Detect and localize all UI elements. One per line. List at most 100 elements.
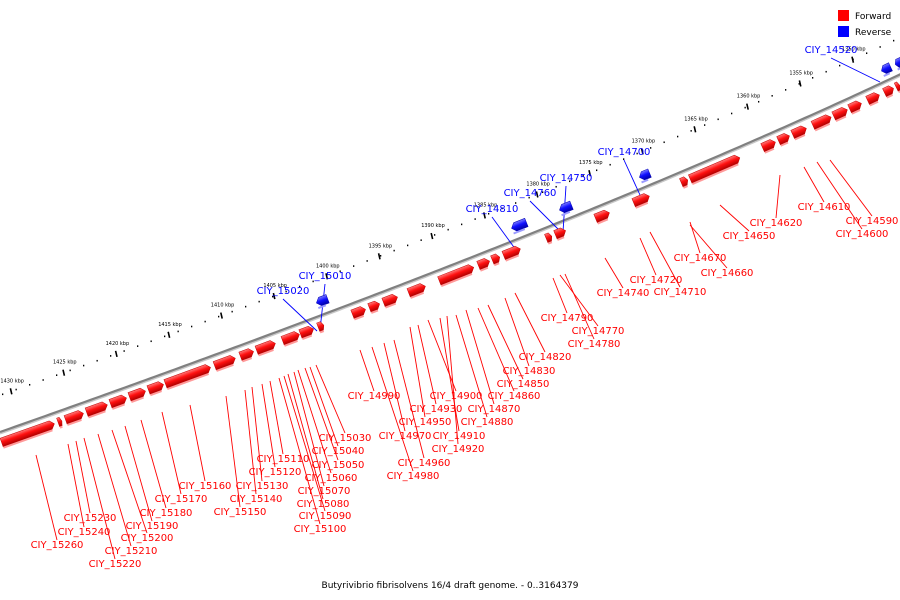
forward-gene-1[interactable] (0, 420, 56, 449)
forward-gene-33[interactable] (831, 106, 850, 122)
forward-gene-25[interactable] (593, 209, 612, 225)
gene-label-ciy-14720[interactable]: CIY_14720 (630, 275, 683, 286)
gene-label-ciy-15260[interactable]: CIY_15260 (31, 540, 84, 551)
gene-label-ciy-14620[interactable]: CIY_14620 (750, 218, 803, 229)
forward-gene-36[interactable] (882, 84, 897, 99)
forward-gene-11[interactable] (254, 339, 278, 357)
gene-label-ciy-14740[interactable]: CIY_14740 (597, 288, 650, 299)
forward-gene-4[interactable] (84, 401, 109, 419)
forward-gene-24[interactable] (553, 226, 568, 241)
forward-gene-10[interactable] (238, 347, 256, 363)
gene-label-ciy-15190[interactable]: CIY_15190 (126, 521, 179, 532)
gene-label-ciy-15050[interactable]: CIY_15050 (312, 460, 365, 471)
forward-gene-9[interactable] (212, 354, 237, 372)
gene-label-ciy-15130[interactable]: CIY_15130 (236, 481, 289, 492)
forward-gene-17[interactable] (381, 293, 400, 309)
gene-label-ciy-14590[interactable]: CIY_14590 (846, 216, 899, 227)
gene-label-ciy-15070[interactable]: CIY_15070 (298, 486, 351, 497)
gene-label-ciy-15140[interactable]: CIY_15140 (230, 494, 283, 505)
gene-label-ciy-15030[interactable]: CIY_15030 (319, 433, 372, 444)
forward-gene-30[interactable] (776, 132, 792, 147)
forward-gene-16[interactable] (367, 300, 382, 314)
gene-label-ciy-14920[interactable]: CIY_14920 (432, 444, 485, 455)
forward-gene-7[interactable] (146, 380, 166, 397)
gene-label-ciy-14750[interactable]: CIY_14750 (540, 173, 593, 184)
gene-label-ciy-15210[interactable]: CIY_15210 (105, 546, 158, 557)
gene-label-ciy-14770[interactable]: CIY_14770 (572, 326, 625, 337)
gene-label-ciy-14830[interactable]: CIY_14830 (503, 366, 556, 377)
reverse-gene-2[interactable] (510, 217, 529, 235)
reverse-gene-6[interactable] (893, 57, 900, 71)
gene-label-ciy-14600[interactable]: CIY_14600 (836, 229, 889, 240)
gene-label-ciy-15160[interactable]: CIY_15160 (179, 481, 232, 492)
forward-gene-5[interactable] (108, 394, 129, 410)
gene-label-ciy-14970[interactable]: CIY_14970 (379, 431, 432, 442)
forward-gene-22[interactable] (501, 245, 523, 262)
forward-gene-2[interactable] (56, 417, 64, 429)
forward-gene-27[interactable] (679, 176, 691, 189)
forward-gene-18[interactable] (406, 282, 428, 299)
forward-gene-29[interactable] (760, 138, 778, 154)
gene-label-ciy-14520[interactable]: CIY_14520 (805, 45, 858, 56)
gene-label-ciy-15040[interactable]: CIY_15040 (312, 446, 365, 457)
gene-label-ciy-15170[interactable]: CIY_15170 (155, 494, 208, 505)
gene-label-ciy-15200[interactable]: CIY_15200 (121, 533, 174, 544)
gene-label-ciy-15080[interactable]: CIY_15080 (297, 499, 350, 510)
reverse-gene-1[interactable] (315, 294, 330, 310)
reverse-gene-5[interactable] (880, 62, 894, 77)
gene-label-ciy-14670[interactable]: CIY_14670 (674, 253, 727, 264)
gene-label-ciy-14820[interactable]: CIY_14820 (519, 352, 572, 363)
gene-label-ciy-14660[interactable]: CIY_14660 (701, 268, 754, 279)
gene-label-ciy-14960[interactable]: CIY_14960 (398, 458, 451, 469)
forward-gene-23[interactable] (544, 232, 555, 245)
gene-label-ciy-14810[interactable]: CIY_14810 (466, 204, 519, 215)
gene-label-ciy-14930[interactable]: CIY_14930 (410, 404, 463, 415)
gene-label-ciy-14790[interactable]: CIY_14790 (541, 313, 594, 324)
gene-label-ciy-15120[interactable]: CIY_15120 (249, 467, 302, 478)
forward-gene-20[interactable] (476, 257, 492, 272)
gene-label-ciy-15100[interactable]: CIY_15100 (294, 524, 347, 535)
gene-label-ciy-15150[interactable]: CIY_15150 (214, 507, 267, 518)
forward-gene-37[interactable] (893, 81, 900, 94)
gene-label-ciy-14950[interactable]: CIY_14950 (399, 417, 452, 428)
gene-label-ciy-14980[interactable]: CIY_14980 (387, 471, 440, 482)
gene-label-ciy-14880[interactable]: CIY_14880 (461, 417, 514, 428)
gene-label-ciy-14610[interactable]: CIY_14610 (798, 202, 851, 213)
gene-label-ciy-15010[interactable]: CIY_15010 (299, 271, 352, 282)
gene-label-ciy-14760[interactable]: CIY_14760 (504, 188, 557, 199)
gene-label-ciy-15240[interactable]: CIY_15240 (58, 527, 111, 538)
gene-label-ciy-15220[interactable]: CIY_15220 (89, 559, 142, 570)
forward-gene-32[interactable] (810, 113, 834, 132)
gene-label-ciy-15020[interactable]: CIY_15020 (257, 286, 310, 297)
forward-gene-21[interactable] (490, 253, 502, 267)
gene-label-ciy-14850[interactable]: CIY_14850 (497, 379, 550, 390)
forward-gene-31[interactable] (790, 124, 809, 141)
gene-label-ciy-15230[interactable]: CIY_15230 (64, 513, 117, 524)
forward-gene-13[interactable] (298, 325, 316, 341)
gene-label-ciy-14650[interactable]: CIY_14650 (723, 231, 776, 242)
gene-label-ciy-14910[interactable]: CIY_14910 (433, 431, 486, 442)
gene-label-ciy-14870[interactable]: CIY_14870 (468, 404, 521, 415)
forward-gene-28[interactable] (688, 154, 742, 185)
forward-gene-35[interactable] (865, 91, 882, 107)
gene-label-ciy-15180[interactable]: CIY_15180 (140, 508, 193, 519)
gene-label-ciy-14860[interactable]: CIY_14860 (488, 391, 541, 402)
gene-label-ciy-14700[interactable]: CIY_14700 (598, 147, 651, 158)
forward-gene-34[interactable] (847, 99, 864, 115)
forward-gene-3[interactable] (63, 409, 86, 426)
forward-gene-8[interactable] (163, 363, 213, 390)
gene-label-ciy-15110[interactable]: CIY_15110 (257, 454, 310, 465)
forward-gene-14[interactable] (316, 321, 326, 334)
forward-gene-6[interactable] (127, 387, 148, 403)
gene-label-ciy-15060[interactable]: CIY_15060 (305, 473, 358, 484)
gene-label-ciy-15090[interactable]: CIY_15090 (299, 511, 352, 522)
gene-label-ciy-14990[interactable]: CIY_14990 (348, 391, 401, 402)
gene-label-ciy-14780[interactable]: CIY_14780 (568, 339, 621, 350)
forward-gene-26[interactable] (631, 192, 652, 209)
forward-gene-19[interactable] (437, 263, 476, 287)
reverse-gene-3[interactable] (558, 200, 574, 217)
forward-gene-12[interactable] (280, 330, 302, 347)
forward-gene-15[interactable] (350, 305, 368, 321)
gene-label-ciy-14710[interactable]: CIY_14710 (654, 287, 707, 298)
reverse-gene-4[interactable] (638, 168, 652, 184)
